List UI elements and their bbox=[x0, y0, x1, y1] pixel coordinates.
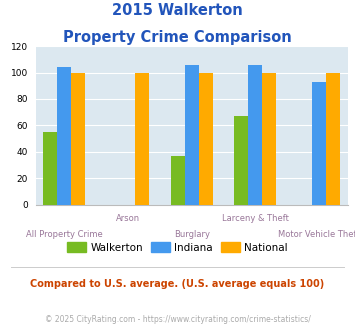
Text: Property Crime Comparison: Property Crime Comparison bbox=[63, 30, 292, 45]
Bar bbox=[185, 65, 199, 205]
Bar bbox=[326, 73, 340, 205]
Bar bbox=[312, 82, 326, 205]
Text: Arson: Arson bbox=[116, 214, 140, 223]
Text: Burglary: Burglary bbox=[174, 230, 210, 239]
Bar bbox=[234, 116, 248, 205]
Bar bbox=[71, 73, 85, 205]
Bar bbox=[199, 73, 213, 205]
Text: © 2025 CityRating.com - https://www.cityrating.com/crime-statistics/: © 2025 CityRating.com - https://www.city… bbox=[45, 315, 310, 324]
Bar bbox=[135, 73, 149, 205]
Text: All Property Crime: All Property Crime bbox=[26, 230, 103, 239]
Legend: Walkerton, Indiana, National: Walkerton, Indiana, National bbox=[63, 238, 292, 257]
Bar bbox=[262, 73, 277, 205]
Text: 2015 Walkerton: 2015 Walkerton bbox=[112, 3, 243, 18]
Text: Larceny & Theft: Larceny & Theft bbox=[222, 214, 289, 223]
Bar bbox=[57, 67, 71, 205]
Text: Motor Vehicle Theft: Motor Vehicle Theft bbox=[278, 230, 355, 239]
Bar bbox=[171, 156, 185, 205]
Text: Compared to U.S. average. (U.S. average equals 100): Compared to U.S. average. (U.S. average … bbox=[31, 279, 324, 289]
Bar bbox=[248, 65, 262, 205]
Bar bbox=[43, 132, 57, 205]
